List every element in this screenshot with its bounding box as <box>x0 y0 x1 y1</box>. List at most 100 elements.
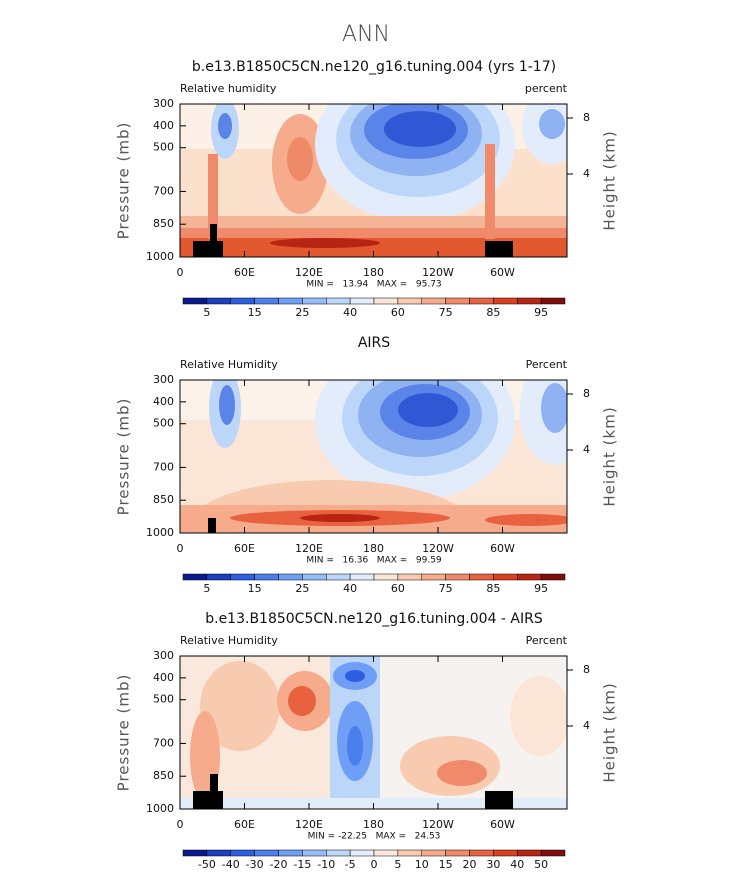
x-tick-label: 60E <box>234 266 255 279</box>
colorbar-box <box>278 849 303 857</box>
right-label: Percent <box>526 358 568 371</box>
y2-tick-label: 8 <box>583 387 590 400</box>
y-tick-label: 500 <box>153 693 174 706</box>
colorbar-box <box>182 849 208 857</box>
colorbar-box <box>326 849 351 857</box>
colorbar-label: 15 <box>439 858 453 871</box>
y-axis-label: Pressure (mb) <box>115 122 133 240</box>
colorbar-box <box>469 849 494 857</box>
y2-axis-label: Height (km) <box>601 406 619 506</box>
colorbar-box <box>373 297 399 305</box>
x-tick-label: 120E <box>295 542 323 555</box>
colorbar-label: -5 <box>345 858 356 871</box>
colorbar-label: 40 <box>343 306 357 319</box>
y-tick-label: 850 <box>153 217 174 230</box>
y-tick-label: 1000 <box>146 802 174 815</box>
y-axis-label: Pressure (mb) <box>115 398 133 516</box>
colorbar-label: -20 <box>270 858 288 871</box>
colorbar-box <box>230 573 255 581</box>
colorbar-label: 5 <box>203 306 210 319</box>
panel-title: AIRS <box>358 335 390 351</box>
colorbar-box <box>254 849 279 857</box>
colorbar-box <box>349 849 375 857</box>
min-max: MIN = -22.25 MAX = 24.53 <box>308 832 441 842</box>
colorbar-label: 40 <box>510 858 524 871</box>
colorbar-label: 10 <box>415 858 429 871</box>
colorbar-box <box>182 297 208 305</box>
colorbar-box <box>517 573 542 581</box>
y-tick-label: 300 <box>153 97 174 110</box>
y2-tick-label: 8 <box>583 663 590 676</box>
x-tick-label: 120E <box>295 266 323 279</box>
colorbar-label: 95 <box>534 306 548 319</box>
colorbar-box <box>421 573 446 581</box>
colorbar-label: 60 <box>391 582 405 595</box>
y-tick-label: 700 <box>153 184 174 197</box>
colorbar-label: 75 <box>439 582 453 595</box>
colorbar-label: 15 <box>248 582 262 595</box>
colorbar-label: 25 <box>295 306 309 319</box>
colorbar-label: 0 <box>371 858 378 871</box>
left-label: Relative Humidity <box>180 358 278 371</box>
colorbar-box <box>302 849 327 857</box>
colorbar-label: -10 <box>317 858 335 871</box>
colorbar-box <box>349 297 375 305</box>
y-tick-label: 1000 <box>146 526 174 539</box>
x-tick-label: 120W <box>422 266 454 279</box>
colorbar-box <box>517 297 542 305</box>
colorbar-box <box>230 849 255 857</box>
colorbar-box <box>445 573 470 581</box>
colorbar-label: 75 <box>439 306 453 319</box>
panel-title: b.e13.B1850C5CN.ne120_g16.tuning.004 - A… <box>205 611 543 627</box>
colorbar-box <box>326 297 351 305</box>
y-tick-label: 300 <box>153 373 174 386</box>
colorbar-box <box>469 573 494 581</box>
colorbar-box <box>349 573 375 581</box>
colorbar-box <box>421 849 446 857</box>
colorbar-box <box>373 849 399 857</box>
x-tick-label: 60W <box>490 542 515 555</box>
left-label: Relative humidity <box>180 82 277 95</box>
x-tick-label: 60W <box>490 266 515 279</box>
x-tick-label: 0 <box>177 542 184 555</box>
colorbar-label: 85 <box>486 582 500 595</box>
x-tick-label: 120W <box>422 818 454 831</box>
colorbar-box <box>373 573 399 581</box>
y-tick-label: 500 <box>153 141 174 154</box>
colorbar-box <box>326 573 351 581</box>
x-tick-label: 60W <box>490 818 515 831</box>
colorbar-box <box>493 297 518 305</box>
right-label: percent <box>525 82 568 95</box>
colorbar-label: -40 <box>222 858 240 871</box>
colorbar-label: 25 <box>295 582 309 595</box>
x-tick-label: 0 <box>177 818 184 831</box>
y-tick-label: 500 <box>153 417 174 430</box>
y2-tick-label: 4 <box>583 719 590 732</box>
colorbar-box <box>206 849 231 857</box>
y2-tick-label: 4 <box>583 167 590 180</box>
colorbar-label: -15 <box>293 858 311 871</box>
contour-field <box>180 656 567 809</box>
y-tick-label: 850 <box>153 769 174 782</box>
y-tick-label: 400 <box>153 119 174 132</box>
colorbar-box <box>493 573 518 581</box>
colorbar-box <box>302 297 327 305</box>
contour-field <box>180 380 567 533</box>
x-tick-label: 120W <box>422 542 454 555</box>
colorbar-box <box>469 297 494 305</box>
colorbar-box <box>540 849 566 857</box>
colorbar-box <box>540 297 566 305</box>
colorbar-box <box>493 849 518 857</box>
right-label: Percent <box>526 634 568 647</box>
colorbar-box <box>206 573 231 581</box>
colorbar-label: 30 <box>486 858 500 871</box>
colorbar-label: 15 <box>248 306 262 319</box>
figure-title: ANN <box>342 22 390 47</box>
x-tick-label: 60E <box>234 542 255 555</box>
colorbar-box <box>445 849 470 857</box>
colorbar-box <box>254 297 279 305</box>
colorbar-box <box>278 573 303 581</box>
colorbar-box <box>517 849 542 857</box>
colorbar-box <box>254 573 279 581</box>
x-tick-label: 180 <box>363 818 384 831</box>
